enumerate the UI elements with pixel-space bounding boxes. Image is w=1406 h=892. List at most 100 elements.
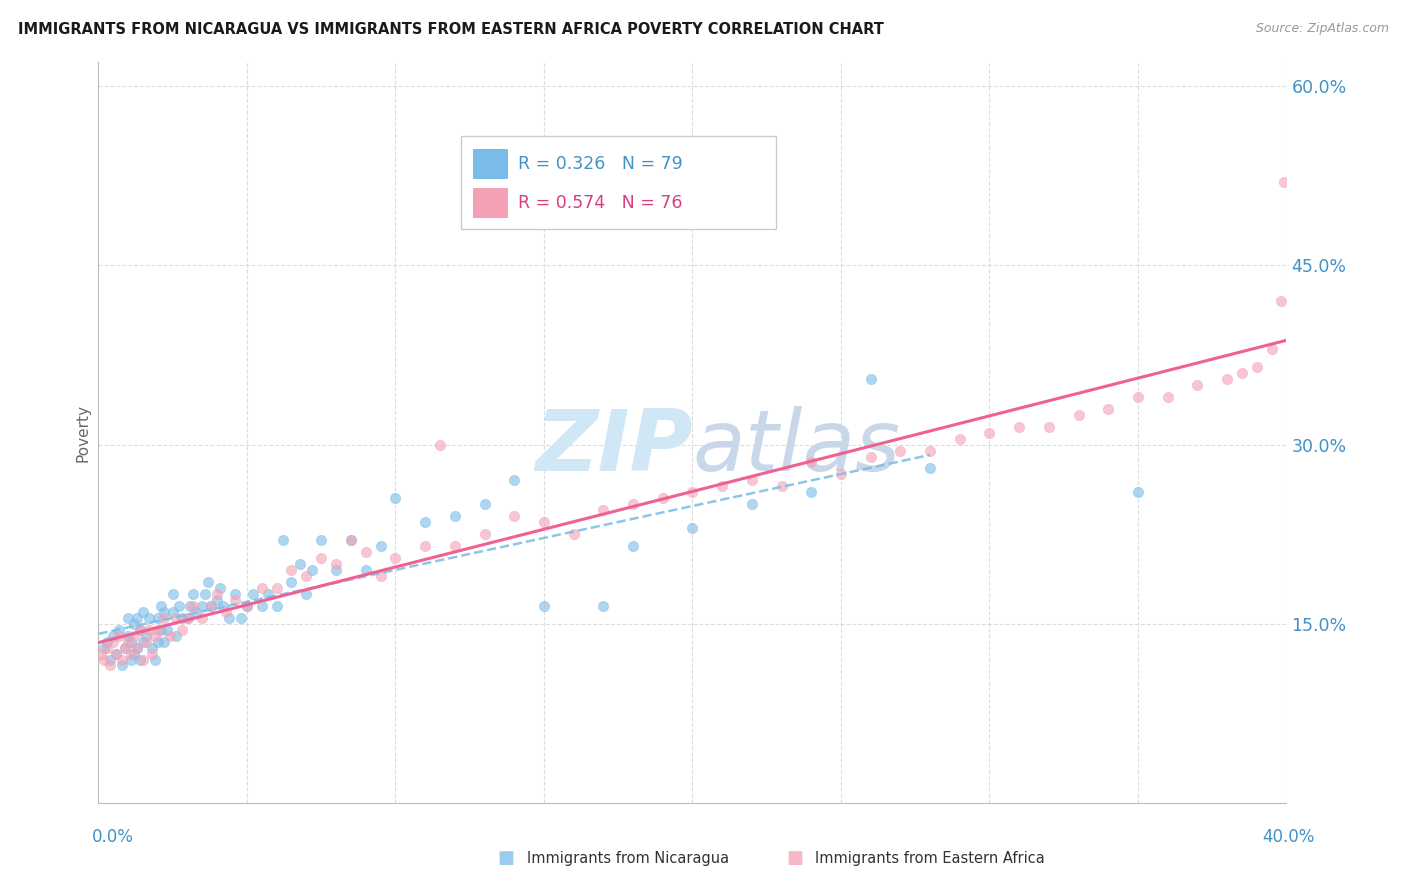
Point bbox=[592, 503, 614, 517]
Point bbox=[205, 587, 228, 601]
Point bbox=[1260, 342, 1282, 356]
Point bbox=[132, 605, 155, 619]
Point bbox=[135, 634, 157, 648]
Point bbox=[108, 629, 131, 643]
Text: R = 0.326   N = 79: R = 0.326 N = 79 bbox=[517, 155, 682, 173]
Point bbox=[156, 623, 179, 637]
Point bbox=[651, 491, 673, 506]
Point bbox=[295, 569, 318, 583]
Point bbox=[413, 515, 436, 529]
Point bbox=[1156, 390, 1178, 404]
Point bbox=[170, 623, 193, 637]
Point bbox=[290, 557, 312, 571]
Point bbox=[149, 623, 172, 637]
Text: ZIP: ZIP bbox=[534, 406, 692, 489]
Point bbox=[413, 539, 436, 553]
Point bbox=[212, 599, 235, 613]
Point bbox=[920, 443, 942, 458]
Point bbox=[162, 605, 184, 619]
Point bbox=[103, 629, 125, 643]
Point bbox=[117, 634, 139, 648]
Point bbox=[621, 497, 644, 511]
Point bbox=[114, 640, 136, 655]
Point bbox=[96, 634, 118, 648]
Point bbox=[800, 455, 823, 469]
Point bbox=[191, 599, 214, 613]
Point bbox=[146, 610, 169, 624]
Point bbox=[1067, 408, 1090, 422]
Point bbox=[135, 629, 157, 643]
Point bbox=[176, 610, 198, 624]
Point bbox=[443, 509, 465, 524]
Point bbox=[236, 599, 259, 613]
Point bbox=[224, 592, 246, 607]
Point bbox=[117, 610, 139, 624]
Bar bbox=[472, 188, 509, 218]
Point bbox=[224, 587, 246, 601]
Point bbox=[122, 616, 145, 631]
Point bbox=[200, 599, 222, 613]
Point bbox=[681, 521, 703, 535]
Point bbox=[205, 592, 228, 607]
Point bbox=[280, 574, 302, 589]
Point bbox=[132, 652, 155, 666]
Point bbox=[325, 557, 347, 571]
Point bbox=[503, 474, 526, 488]
FancyBboxPatch shape bbox=[461, 136, 776, 229]
Point bbox=[533, 515, 555, 529]
Point bbox=[105, 647, 128, 661]
Point bbox=[1230, 366, 1253, 380]
Point bbox=[129, 652, 152, 666]
Point bbox=[146, 623, 169, 637]
Point bbox=[256, 587, 278, 601]
Point bbox=[146, 634, 169, 648]
Point bbox=[309, 551, 332, 566]
Point bbox=[236, 599, 259, 613]
Point bbox=[1008, 419, 1031, 434]
Point bbox=[141, 640, 163, 655]
Point bbox=[949, 432, 972, 446]
Point bbox=[592, 599, 614, 613]
Point bbox=[250, 599, 273, 613]
Text: IMMIGRANTS FROM NICARAGUA VS IMMIGRANTS FROM EASTERN AFRICA POVERTY CORRELATION : IMMIGRANTS FROM NICARAGUA VS IMMIGRANTS … bbox=[18, 22, 884, 37]
Point bbox=[117, 629, 139, 643]
Point bbox=[122, 629, 145, 643]
Point bbox=[125, 640, 148, 655]
Point bbox=[1270, 294, 1292, 309]
Point bbox=[443, 539, 465, 553]
Point bbox=[384, 551, 406, 566]
Point bbox=[149, 599, 172, 613]
Point bbox=[1126, 390, 1149, 404]
Text: Immigrants from Nicaragua: Immigrants from Nicaragua bbox=[527, 851, 730, 865]
Point bbox=[354, 563, 377, 577]
Point bbox=[165, 610, 187, 624]
Point bbox=[125, 610, 148, 624]
Point bbox=[1272, 175, 1295, 189]
Point bbox=[621, 539, 644, 553]
Point bbox=[98, 652, 121, 666]
Point bbox=[183, 599, 205, 613]
Point bbox=[120, 647, 142, 661]
Point bbox=[111, 658, 134, 673]
Point bbox=[176, 610, 198, 624]
Point bbox=[120, 634, 142, 648]
Text: 40.0%: 40.0% bbox=[1263, 828, 1315, 846]
Text: ■: ■ bbox=[786, 849, 803, 867]
Bar bbox=[472, 149, 509, 178]
Point bbox=[138, 610, 160, 624]
Point bbox=[209, 581, 232, 595]
Point bbox=[108, 623, 131, 637]
Text: 0.0%: 0.0% bbox=[91, 828, 134, 846]
Point bbox=[250, 581, 273, 595]
Point bbox=[105, 647, 128, 661]
Point bbox=[111, 652, 134, 666]
Point bbox=[309, 533, 332, 547]
Point bbox=[266, 599, 288, 613]
Point bbox=[215, 605, 238, 619]
Point bbox=[266, 581, 288, 595]
Point bbox=[167, 599, 190, 613]
Point bbox=[384, 491, 406, 506]
Point bbox=[800, 485, 823, 500]
Point bbox=[1246, 359, 1268, 374]
Point bbox=[129, 623, 152, 637]
